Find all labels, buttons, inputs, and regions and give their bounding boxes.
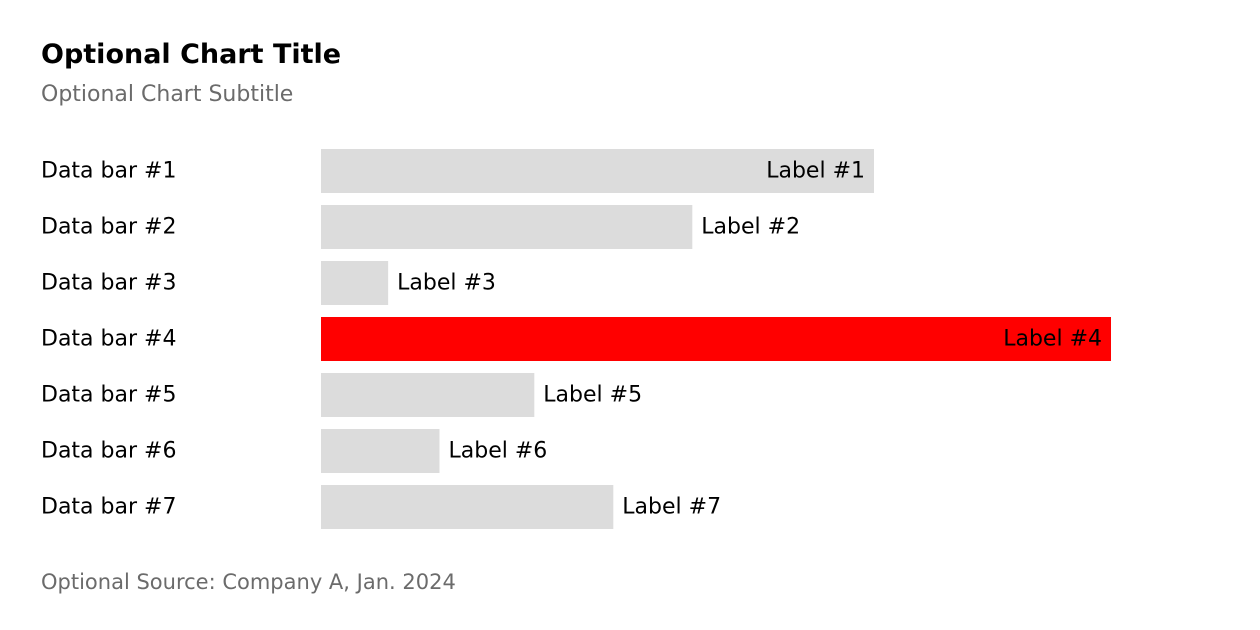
highlighted-bar [321, 317, 1111, 361]
data-label: Label #1 [766, 159, 865, 184]
chart-subtitle: Optional Chart Subtitle [41, 82, 294, 107]
data-label: Label #7 [622, 495, 721, 520]
chart-title: Optional Chart Title [41, 39, 342, 70]
data-bar [321, 261, 389, 305]
data-bar [321, 429, 440, 473]
category-label: Data bar #6 [41, 439, 176, 464]
chart-source: Optional Source: Company A, Jan. 2024 [41, 570, 456, 594]
data-bar [321, 149, 874, 193]
data-label: Label #6 [449, 439, 548, 464]
category-label: Data bar #4 [41, 327, 176, 352]
data-label: Label #3 [397, 271, 496, 296]
data-bar [321, 373, 535, 417]
data-label: Label #5 [543, 383, 642, 408]
data-label: Label #4 [1003, 327, 1102, 352]
data-label: Label #2 [701, 215, 800, 240]
category-label: Data bar #2 [41, 215, 176, 240]
category-label: Data bar #3 [41, 271, 176, 296]
category-label: Data bar #5 [41, 383, 176, 408]
category-label: Data bar #7 [41, 495, 176, 520]
data-bar [321, 205, 693, 249]
category-label: Data bar #1 [41, 159, 176, 184]
data-bar [321, 485, 614, 529]
